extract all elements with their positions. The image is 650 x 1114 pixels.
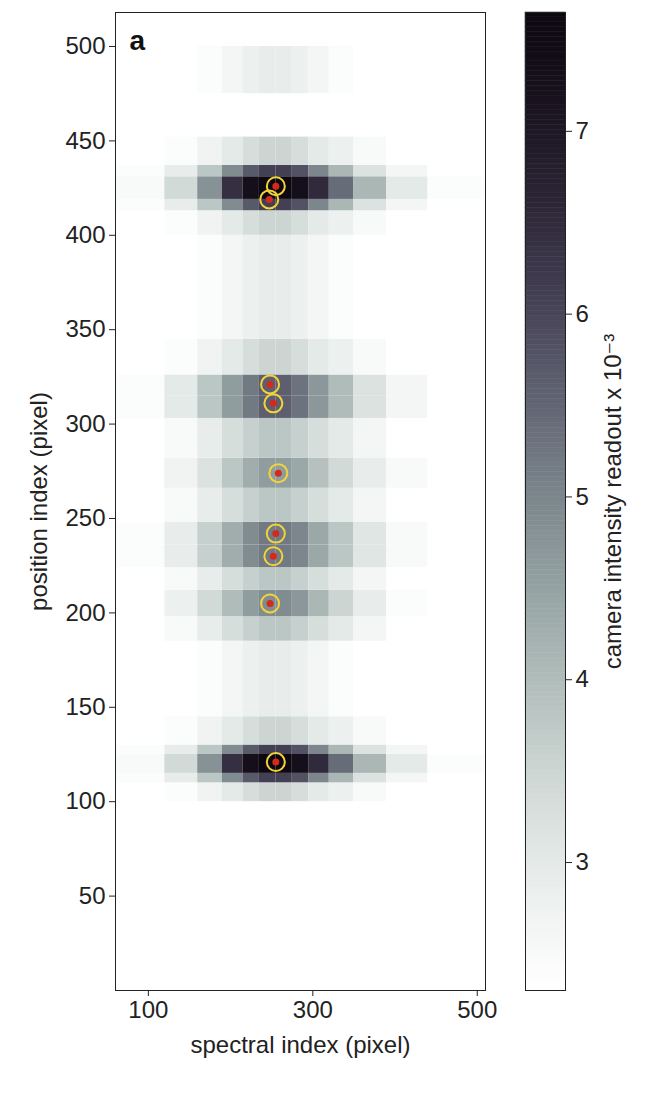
svg-text:100: 100 <box>65 787 105 814</box>
svg-text:500: 500 <box>65 32 105 59</box>
svg-text:150: 150 <box>65 693 105 720</box>
svg-text:6: 6 <box>576 300 589 327</box>
svg-text:450: 450 <box>65 127 105 154</box>
svg-text:250: 250 <box>65 504 105 531</box>
svg-text:300: 300 <box>293 996 333 1023</box>
svg-text:400: 400 <box>65 221 105 248</box>
svg-text:100: 100 <box>128 996 168 1023</box>
svg-text:50: 50 <box>79 882 106 909</box>
svg-text:500: 500 <box>457 996 497 1023</box>
svg-text:300: 300 <box>65 410 105 437</box>
svg-text:350: 350 <box>65 315 105 342</box>
svg-text:a: a <box>130 25 146 56</box>
svg-text:position index (pixel): position index (pixel) <box>25 392 52 611</box>
svg-text:5: 5 <box>576 483 589 510</box>
svg-text:200: 200 <box>65 599 105 626</box>
svg-text:3: 3 <box>576 848 589 875</box>
svg-text:4: 4 <box>576 665 589 692</box>
svg-text:7: 7 <box>576 117 589 144</box>
svg-text:spectral index (pixel): spectral index (pixel) <box>190 1031 410 1058</box>
svg-text:camera intensity readout x 10⁻: camera intensity readout x 10⁻³ <box>599 334 626 670</box>
